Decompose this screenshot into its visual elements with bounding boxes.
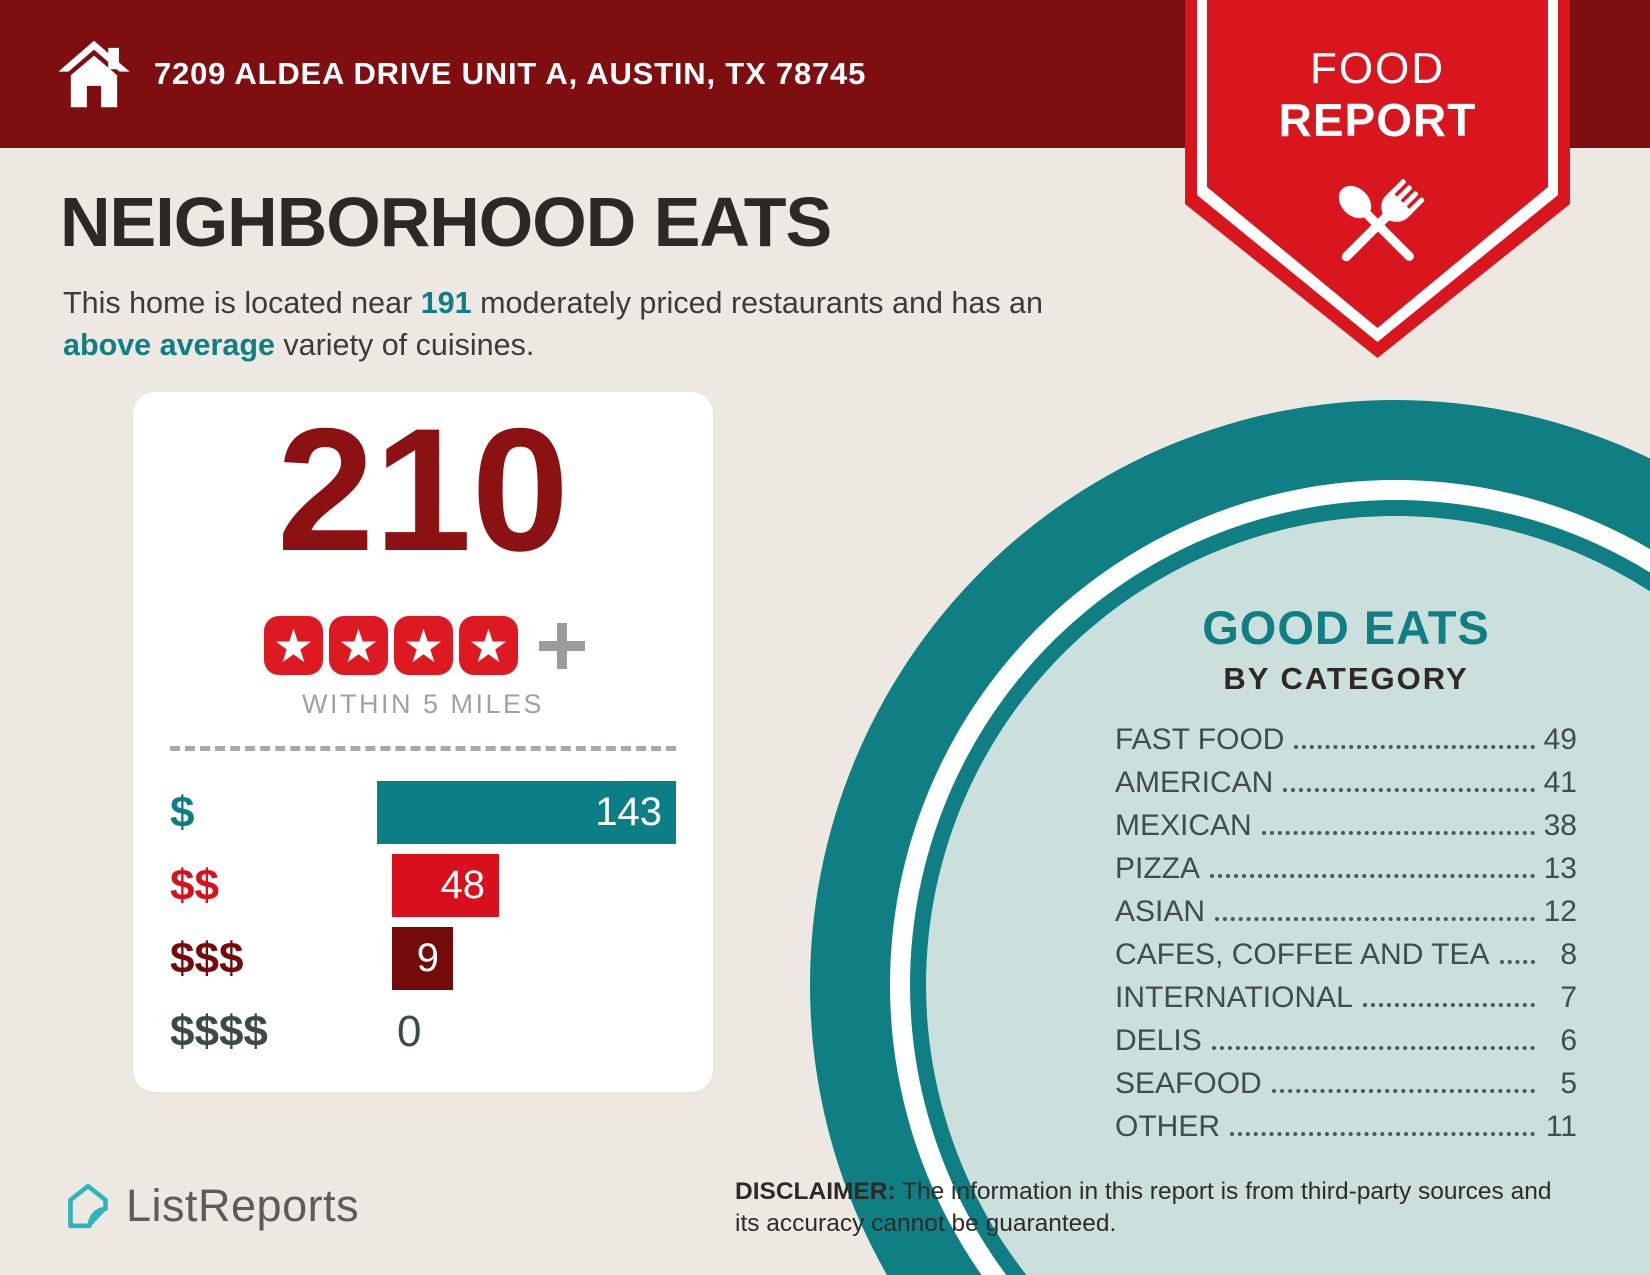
category-row: OTHER 11: [1115, 1110, 1577, 1153]
ribbon-title-line2: REPORT: [1278, 94, 1477, 146]
dot-leader: [1271, 1089, 1535, 1093]
category-row: DELIS 6: [1115, 1024, 1577, 1067]
bar-value: 48: [440, 863, 486, 907]
bar-value: 9: [416, 936, 439, 980]
price-level-label: $: [170, 787, 195, 837]
price-level-bar-chart: $ 143 $$ 48 $$$ 9 $$$$ 0: [133, 781, 713, 1063]
dot-leader: [1261, 831, 1535, 835]
category-label: PIZZA: [1115, 852, 1201, 885]
category-value: 41: [1543, 766, 1577, 799]
page-title: NEIGHBORHOOD EATS: [60, 183, 832, 261]
good-eats-title: GOOD EATS: [1202, 601, 1490, 654]
price-level-label: $$$: [170, 933, 244, 983]
bar-row-price-1: $ 143: [170, 781, 676, 844]
category-row: AMERICAN 41: [1115, 766, 1577, 809]
category-value: 5: [1560, 1067, 1577, 1100]
star-icon: ★: [394, 616, 453, 675]
dot-leader: [1362, 1003, 1535, 1007]
dot-leader: [1294, 745, 1535, 749]
variety-highlight: above average: [63, 328, 275, 362]
category-value: 6: [1560, 1024, 1577, 1057]
category-value: 12: [1543, 895, 1577, 928]
subtitle-text: variety of cuisines.: [274, 328, 535, 362]
price-level-label: $$: [170, 860, 219, 910]
category-label: MEXICAN: [1115, 809, 1252, 842]
dot-leader: [1210, 874, 1535, 878]
category-row: SEAFOOD 5: [1115, 1067, 1577, 1110]
disclaimer-body: The information in this report is from t…: [735, 1178, 1552, 1237]
disclaimer-text: DISCLAIMER: The information in this repo…: [735, 1176, 1565, 1240]
category-label: FAST FOOD: [1115, 723, 1285, 756]
property-address: 7209 ALDEA DRIVE UNIT A, AUSTIN, TX 7874…: [154, 56, 867, 91]
category-value: 38: [1543, 809, 1577, 842]
total-restaurant-count: 210: [277, 393, 569, 588]
bar-value: 143: [595, 790, 662, 834]
category-row: PIZZA 13: [1115, 852, 1577, 895]
category-label: ASIAN: [1115, 895, 1206, 928]
restaurant-count-highlight: 191: [420, 286, 472, 320]
ribbon-title-line1: FOOD: [1309, 44, 1446, 93]
good-eats-panel: GOOD EATS BY CATEGORY FAST FOOD 49 AMERIC…: [1115, 600, 1650, 1153]
listreports-logo: ListReports: [64, 1180, 359, 1232]
radius-label: WITHIN 5 MILES: [301, 689, 545, 719]
dot-leader: [1230, 1132, 1535, 1136]
good-eats-subtitle: BY CATEGORY: [1223, 661, 1469, 696]
disclaimer-label: DISCLAIMER:: [735, 1178, 896, 1205]
bar-row-price-4: $$$$ 0: [170, 1000, 676, 1063]
category-label: CAFES, COFFEE AND TEA: [1115, 938, 1490, 971]
dot-leader: [1499, 960, 1535, 964]
plus-icon: [539, 622, 585, 669]
star-icon: ★: [329, 616, 388, 675]
category-row: ASIAN 12: [1115, 895, 1577, 938]
dashed-divider: [170, 746, 676, 751]
bar-row-price-2: $$ 48: [170, 854, 676, 917]
category-row: FAST FOOD 49: [1115, 723, 1577, 766]
category-value: 49: [1543, 723, 1577, 756]
category-value: 7: [1560, 981, 1577, 1014]
category-label: DELIS: [1115, 1024, 1202, 1057]
bar-value-zero: 0: [397, 1006, 422, 1056]
home-icon: [58, 40, 130, 108]
dot-leader: [1283, 788, 1535, 792]
star-icon: ★: [264, 616, 323, 675]
category-row: INTERNATIONAL 7: [1115, 981, 1577, 1024]
category-value: 8: [1560, 938, 1577, 971]
bar-row-price-3: $$$ 9: [170, 927, 676, 990]
good-eats-category-list: FAST FOOD 49 AMERICAN 41 MEXICAN 38 PIZZA 13…: [1115, 723, 1577, 1153]
bar-price-3: 9: [392, 927, 453, 990]
bar-price-2: 48: [392, 854, 499, 917]
star-icon: ★: [459, 616, 518, 675]
spoon-fork-icon: [1338, 179, 1425, 262]
price-level-label: $$$$: [170, 1006, 268, 1056]
category-label: AMERICAN: [1115, 766, 1274, 799]
category-label: SEAFOOD: [1115, 1067, 1262, 1100]
bar-price-1: 143: [376, 781, 676, 844]
dot-leader: [1211, 1046, 1535, 1050]
dot-leader: [1215, 917, 1535, 921]
restaurant-summary-card: 210 ★ ★ ★ ★ WITHIN 5 MILES $ 143 $$ 48 $$$ …: [133, 392, 713, 1092]
ribbon-title: FOOD REPORT: [1185, 44, 1570, 146]
listreports-wordmark: ListReports: [126, 1180, 360, 1231]
rating-stars-row: ★ ★ ★ ★: [133, 616, 713, 675]
category-row: CAFES, COFFEE AND TEA 8: [1115, 938, 1577, 981]
page-subtitle: This home is located near 191 moderately…: [63, 282, 1103, 366]
listreports-house-icon: [68, 1183, 108, 1229]
category-label: INTERNATIONAL: [1115, 981, 1353, 1014]
category-value: 11: [1545, 1110, 1577, 1143]
category-value: 13: [1543, 852, 1577, 885]
star-rating: ★ ★ ★ ★: [261, 616, 521, 675]
subtitle-text: This home is located near: [63, 286, 421, 320]
category-row: MEXICAN 38: [1115, 809, 1577, 852]
subtitle-text: moderately priced restaurants and has an: [471, 286, 1043, 320]
category-label: OTHER: [1115, 1110, 1220, 1143]
